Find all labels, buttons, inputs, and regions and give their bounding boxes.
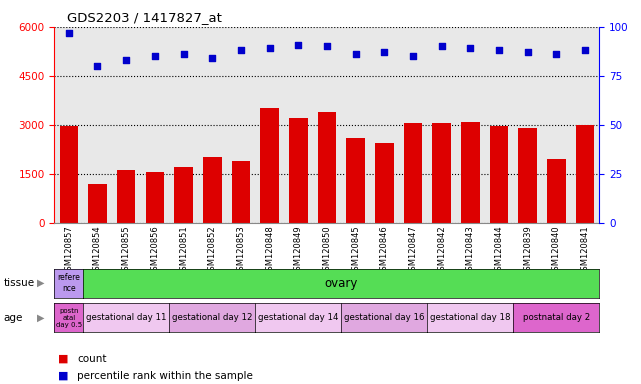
- Point: [351, 51, 361, 57]
- Point: [408, 53, 418, 59]
- Text: ▶: ▶: [37, 313, 45, 323]
- Bar: [461, 121, 479, 223]
- Bar: [146, 172, 164, 223]
- Point: [494, 47, 504, 53]
- Point: [236, 47, 246, 53]
- Point: [150, 53, 160, 59]
- Text: postnatal day 2: postnatal day 2: [522, 313, 590, 322]
- Point: [580, 47, 590, 53]
- Text: gestational day 11: gestational day 11: [86, 313, 167, 322]
- Text: ▶: ▶: [37, 278, 45, 288]
- Text: age: age: [3, 313, 22, 323]
- Text: ■: ■: [58, 354, 68, 364]
- Bar: [231, 161, 250, 223]
- Point: [63, 30, 74, 36]
- Point: [379, 49, 389, 55]
- Bar: [117, 170, 135, 223]
- Bar: [60, 126, 78, 223]
- Text: gestational day 16: gestational day 16: [344, 313, 424, 322]
- Text: count: count: [77, 354, 106, 364]
- Bar: [88, 184, 107, 223]
- Text: ovary: ovary: [324, 277, 358, 290]
- Point: [293, 41, 303, 48]
- Point: [92, 63, 103, 69]
- Bar: [289, 118, 308, 223]
- Bar: [490, 126, 508, 223]
- Bar: [174, 167, 193, 223]
- Point: [178, 51, 188, 57]
- Text: postn
atal
day 0.5: postn atal day 0.5: [56, 308, 82, 328]
- Text: tissue: tissue: [3, 278, 35, 288]
- Point: [265, 45, 275, 51]
- Text: gestational day 14: gestational day 14: [258, 313, 338, 322]
- Bar: [203, 157, 222, 223]
- Text: GDS2203 / 1417827_at: GDS2203 / 1417827_at: [67, 12, 222, 25]
- Bar: [576, 126, 594, 223]
- Bar: [547, 159, 565, 223]
- Point: [522, 49, 533, 55]
- Text: gestational day 12: gestational day 12: [172, 313, 253, 322]
- Point: [207, 55, 217, 61]
- Text: ■: ■: [58, 371, 68, 381]
- Bar: [346, 138, 365, 223]
- Bar: [260, 109, 279, 223]
- Bar: [404, 123, 422, 223]
- Bar: [519, 128, 537, 223]
- Point: [437, 43, 447, 50]
- Bar: [317, 112, 337, 223]
- Text: percentile rank within the sample: percentile rank within the sample: [77, 371, 253, 381]
- Bar: [432, 123, 451, 223]
- Text: gestational day 18: gestational day 18: [430, 313, 510, 322]
- Point: [465, 45, 476, 51]
- Point: [322, 43, 332, 50]
- Point: [121, 57, 131, 63]
- Text: refere
nce: refere nce: [58, 273, 80, 293]
- Point: [551, 51, 562, 57]
- Bar: [375, 143, 394, 223]
